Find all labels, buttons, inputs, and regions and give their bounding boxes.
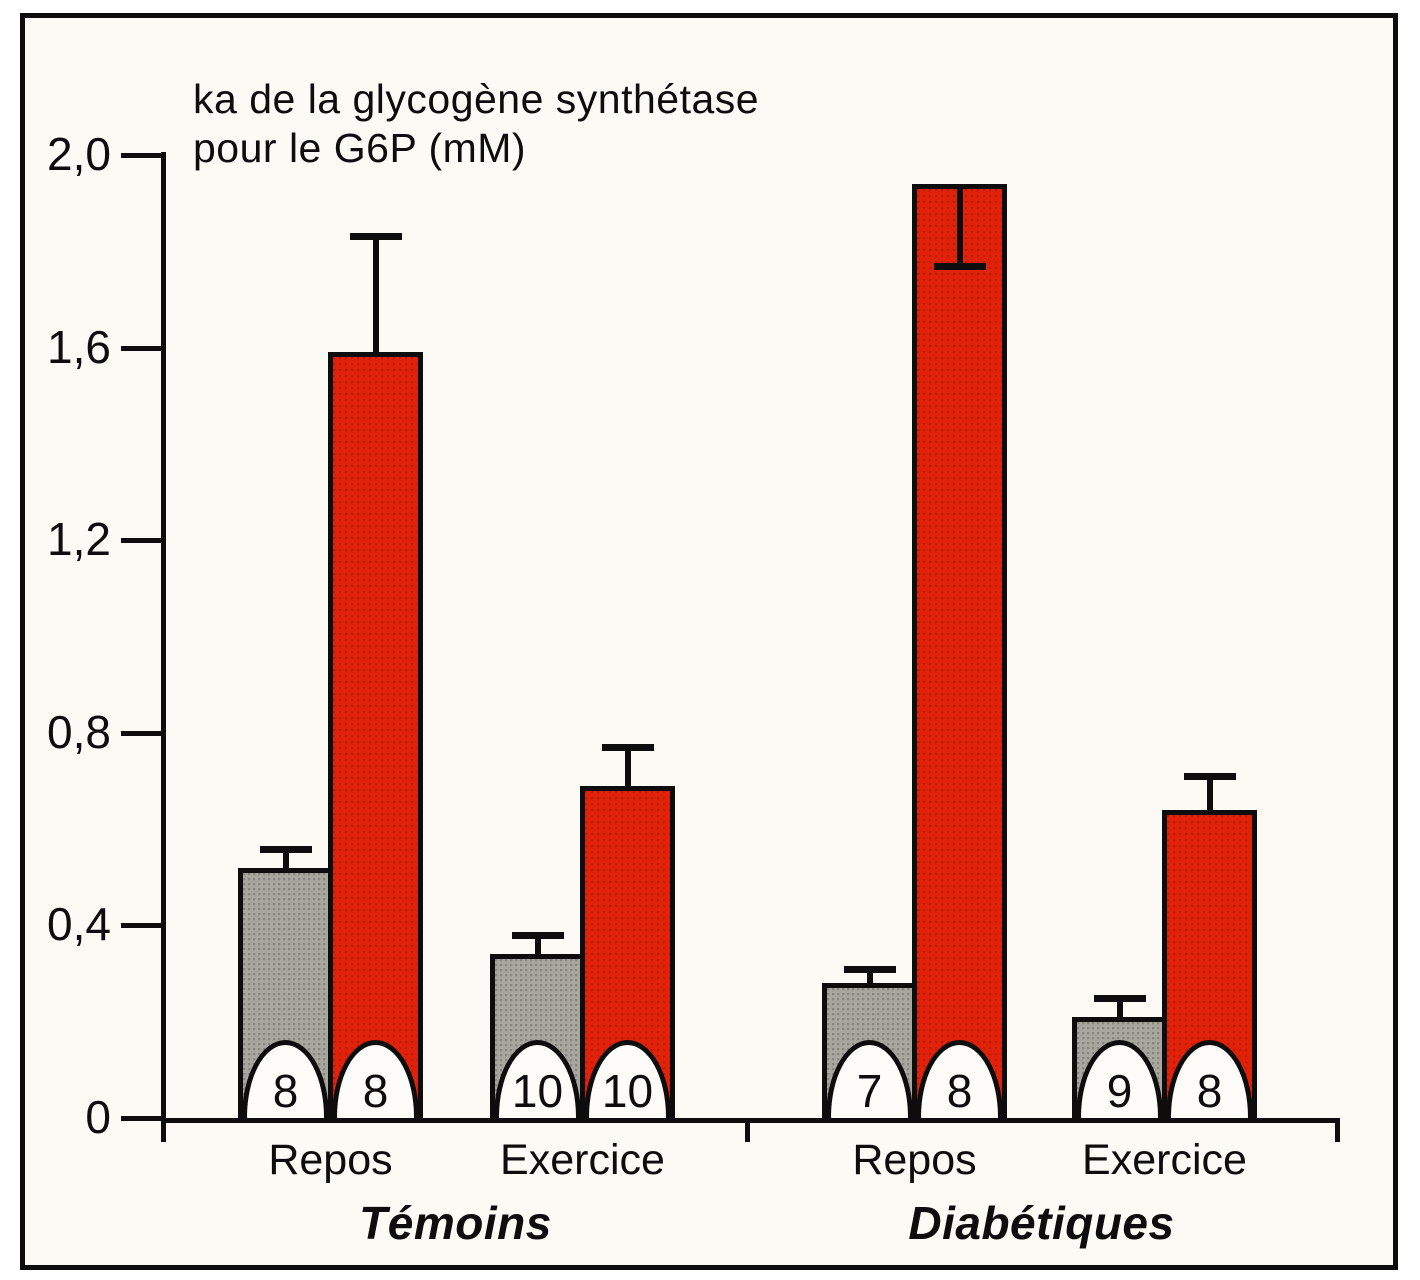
y-axis-tick [121, 1116, 166, 1121]
category-label-exercice-1: Exercice [500, 1136, 665, 1184]
sample-size-value: 8 [272, 1065, 299, 1117]
category-label-exercice-3: Exercice [1082, 1136, 1247, 1184]
error-bar-stem [282, 849, 289, 868]
y-axis-tick-label: 1,6 [47, 320, 111, 373]
y-axis-tick [121, 538, 166, 544]
y-axis-tick [121, 923, 166, 929]
section-label-témoins: Témoins [359, 1197, 552, 1249]
y-axis-tick-label: 2,0 [47, 128, 111, 180]
sample-size-value: 8 [362, 1065, 389, 1117]
y-axis-tick-label: 1,2 [47, 513, 111, 566]
error-bar-cap [511, 932, 564, 939]
error-bar-cap [1183, 773, 1236, 780]
sample-size-value: 8 [1196, 1065, 1223, 1117]
y-axis-tick-label: 0,8 [47, 705, 111, 758]
error-bar-cap [601, 744, 654, 751]
error-bar-stem [1206, 776, 1213, 810]
error-bar-cap [349, 233, 402, 240]
x-axis-section-tick [745, 1118, 750, 1142]
sample-size-value: 9 [1106, 1065, 1133, 1117]
y-axis-tick [121, 153, 166, 158]
error-bar-cap [1093, 995, 1146, 1002]
sample-size-value: 10 [601, 1065, 654, 1117]
chart-title-line1: ka de la glycogène synthétase [193, 76, 760, 122]
category-label-repos-2: Repos [852, 1136, 977, 1184]
y-axis-tick [121, 345, 166, 351]
y-axis-tick [121, 730, 166, 736]
figure-frame: ka de la glycogène synthétase pour le G6… [20, 13, 1398, 1270]
error-bar-stem [372, 236, 379, 352]
error-bar-cap [259, 846, 312, 853]
error-bar-stem [534, 935, 541, 954]
chart-title: ka de la glycogène synthétase pour le G6… [193, 75, 759, 173]
y-axis-tick-label: 0,4 [47, 898, 111, 951]
bar-rouge-diabétiques-repos [912, 184, 1007, 1118]
x-axis-line [161, 1118, 1340, 1123]
sample-size-value: 8 [946, 1065, 973, 1117]
section-label-diabétiques: Diabétiques [908, 1197, 1175, 1249]
bar-rouge-témoins-repos [328, 352, 423, 1118]
y-axis-tick-label: 0 [85, 1091, 111, 1143]
category-label-repos-0: Repos [268, 1136, 393, 1184]
error-bar-stem [956, 189, 963, 266]
sample-size-dome: 10 [584, 1040, 671, 1118]
error-bar-stem [624, 747, 631, 786]
y-axis-line [161, 152, 166, 1142]
sample-size-value: 10 [511, 1065, 564, 1117]
error-bar-stem [866, 969, 873, 983]
error-bar-cap [933, 263, 986, 270]
x-axis-end-tick [1335, 1118, 1340, 1142]
error-bar-stem [1116, 998, 1123, 1017]
sample-size-value: 7 [856, 1065, 883, 1117]
error-bar-cap [843, 966, 896, 973]
chart-title-line2: pour le G6P (mM) [193, 125, 527, 171]
